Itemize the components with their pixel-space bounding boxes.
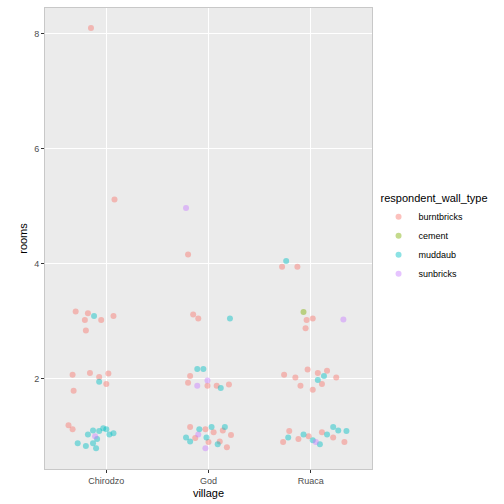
svg-text:6: 6 bbox=[34, 144, 39, 154]
svg-text:Chirodzo: Chirodzo bbox=[88, 476, 124, 486]
svg-text:Ruaca: Ruaca bbox=[298, 476, 324, 486]
svg-text:sunbricks: sunbricks bbox=[419, 269, 458, 279]
svg-text:2: 2 bbox=[34, 374, 39, 384]
svg-text:muddaub: muddaub bbox=[419, 250, 457, 260]
svg-text:burntbricks: burntbricks bbox=[419, 212, 464, 222]
svg-text:respondent_wall_type: respondent_wall_type bbox=[381, 192, 488, 204]
svg-text:8: 8 bbox=[34, 29, 39, 39]
svg-text:village: village bbox=[193, 487, 224, 499]
svg-text:God: God bbox=[200, 476, 217, 486]
svg-text:cement: cement bbox=[419, 231, 449, 241]
svg-text:4: 4 bbox=[34, 259, 39, 269]
svg-text:rooms: rooms bbox=[17, 223, 29, 254]
